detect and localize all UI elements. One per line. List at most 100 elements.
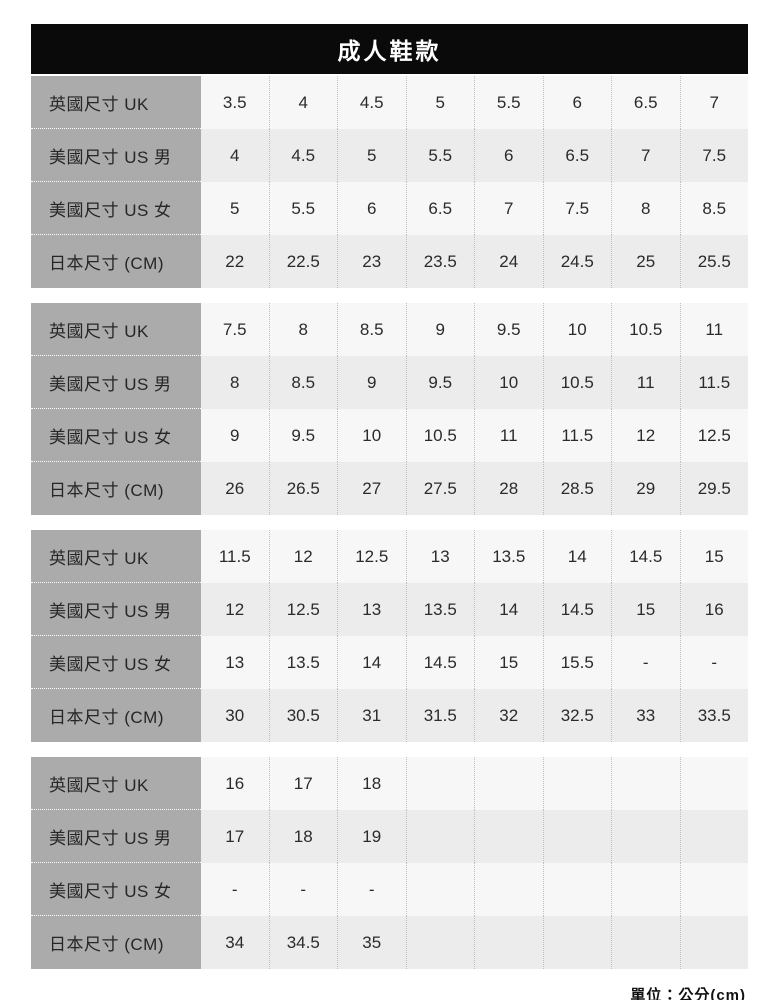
size-cell: 18 <box>337 757 406 810</box>
size-cell: 6.5 <box>405 182 474 235</box>
size-cell <box>611 916 680 969</box>
size-cell: 7.5 <box>201 303 269 356</box>
size-cell: 5.5 <box>474 76 543 129</box>
size-cell: 7.5 <box>542 182 611 235</box>
size-cell: - <box>337 863 406 916</box>
size-cell: 9 <box>405 303 474 356</box>
size-cell <box>474 863 543 916</box>
size-cell: 7 <box>679 76 748 129</box>
size-table-block-3: 英國尺寸 UK 11.5 12 12.5 13 13.5 14 14.5 15 美國尺寸 US 男… <box>31 530 748 742</box>
size-cell: 35 <box>337 916 406 969</box>
size-cell: 12.5 <box>337 530 406 583</box>
size-cell: 8.5 <box>679 182 748 235</box>
size-cell: 16 <box>679 583 748 636</box>
size-cell: 15 <box>611 583 680 636</box>
size-cell: 12 <box>201 583 269 636</box>
size-cell <box>542 916 611 969</box>
size-cell: 9 <box>337 356 406 409</box>
size-cell: 11 <box>679 303 748 356</box>
size-cell: 9.5 <box>405 356 474 409</box>
size-cell: 7.5 <box>679 129 748 182</box>
size-cell: 13 <box>201 636 269 689</box>
size-cell <box>474 916 543 969</box>
size-cell: 22.5 <box>268 235 337 288</box>
table-row-uk: 英國尺寸 UK 11.5 12 12.5 13 13.5 14 14.5 15 <box>31 530 748 583</box>
size-cell: - <box>268 863 337 916</box>
size-cell: 27 <box>337 462 406 515</box>
size-cell: 12.5 <box>268 583 337 636</box>
size-cell: 32 <box>474 689 543 742</box>
table-row-jp-cm: 日本尺寸 (CM) 34 34.5 35 <box>31 916 748 969</box>
size-cell: 9.5 <box>268 409 337 462</box>
size-cell: 5.5 <box>268 182 337 235</box>
size-cell <box>405 757 474 810</box>
size-cell <box>611 810 680 863</box>
size-cell <box>679 810 748 863</box>
size-cell: 18 <box>268 810 337 863</box>
row-label-us-men: 美國尺寸 US 男 <box>31 129 201 182</box>
size-cell: 34.5 <box>268 916 337 969</box>
size-cell: 11 <box>474 409 543 462</box>
size-cell: 17 <box>268 757 337 810</box>
size-cell <box>405 916 474 969</box>
table-row-us-men: 美國尺寸 US 男 4 4.5 5 5.5 6 6.5 7 7.5 <box>31 129 748 182</box>
size-cell: 8.5 <box>268 356 337 409</box>
size-cell: 13 <box>405 530 474 583</box>
size-table-block-1: 英國尺寸 UK 3.5 4 4.5 5 5.5 6 6.5 7 美國尺寸 US 男 4 4.5 5 5.5… <box>31 76 748 288</box>
size-cell: 19 <box>337 810 406 863</box>
size-cell: 10 <box>542 303 611 356</box>
size-cell: 25 <box>611 235 680 288</box>
table-row-us-women: 美國尺寸 US 女 13 13.5 14 14.5 15 15.5- - <box>31 636 748 689</box>
table-row-us-men: 美國尺寸 US 男 12 12.5 13 13.5 14 14.5 15 16 <box>31 583 748 636</box>
size-cell: 17 <box>201 810 269 863</box>
size-cell: 10.5 <box>611 303 680 356</box>
size-cell: 12 <box>611 409 680 462</box>
size-cell: 16 <box>201 757 269 810</box>
row-label-us-women: 美國尺寸 US 女 <box>31 409 201 462</box>
row-label-uk: 英國尺寸 UK <box>31 757 201 810</box>
size-cell: 13.5 <box>268 636 337 689</box>
size-cell: 13.5 <box>474 530 543 583</box>
size-cell: 29.5 <box>679 462 748 515</box>
size-cell: 6 <box>337 182 406 235</box>
size-table-block-2: 英國尺寸 UK 7.5 8 8.5 9 9.5 10 10.5 11 美國尺寸 US 男 8 8.5 9… <box>31 303 748 515</box>
size-cell: 8 <box>611 182 680 235</box>
table-row-jp-cm: 日本尺寸 (CM) 26 26.5 27 27.5 28 28.5 29 29.5 <box>31 462 748 515</box>
row-label-jp-cm: 日本尺寸 (CM) <box>31 462 201 515</box>
table-row-jp-cm: 日本尺寸 (CM) 22 22.5 23 23.5 24 24.5 25 25.5 <box>31 235 748 288</box>
size-cell: 9.5 <box>474 303 543 356</box>
row-label-us-women: 美國尺寸 US 女 <box>31 182 201 235</box>
size-cell: 15 <box>679 530 748 583</box>
size-cell: 8 <box>201 356 269 409</box>
row-label-us-women: 美國尺寸 US 女 <box>31 636 201 689</box>
size-table-block-4: 英國尺寸 UK 16 17 18 美國尺寸 US 男 17 18 19 美國尺寸 US 女---… <box>31 757 748 969</box>
size-cell: 8 <box>268 303 337 356</box>
size-cell: 14 <box>337 636 406 689</box>
size-cell: 11.5 <box>679 356 748 409</box>
row-label-uk: 英國尺寸 UK <box>31 530 201 583</box>
size-cell: 14 <box>542 530 611 583</box>
table-row-uk: 英國尺寸 UK 16 17 18 <box>31 757 748 810</box>
row-label-uk: 英國尺寸 UK <box>31 303 201 356</box>
size-cell: 29 <box>611 462 680 515</box>
size-cell: 12.5 <box>679 409 748 462</box>
unit-note: 單位：公分(cm) <box>630 987 746 1000</box>
size-cell: 4.5 <box>337 76 406 129</box>
row-label-us-women: 美國尺寸 US 女 <box>31 863 201 916</box>
size-cell: 8.5 <box>337 303 406 356</box>
row-label-jp-cm: 日本尺寸 (CM) <box>31 916 201 969</box>
size-cell: - <box>611 636 680 689</box>
size-cell <box>542 757 611 810</box>
size-cell: 6.5 <box>611 76 680 129</box>
size-cell: 10 <box>337 409 406 462</box>
size-cell: 7 <box>611 129 680 182</box>
table-row-uk: 英國尺寸 UK 7.5 8 8.5 9 9.5 10 10.5 11 <box>31 303 748 356</box>
size-cell: 10.5 <box>405 409 474 462</box>
size-cell: 31.5 <box>405 689 474 742</box>
table-row-uk: 英國尺寸 UK 3.5 4 4.5 5 5.5 6 6.5 7 <box>31 76 748 129</box>
row-label-us-men: 美國尺寸 US 男 <box>31 356 201 409</box>
size-cell: 10 <box>474 356 543 409</box>
size-cell <box>679 757 748 810</box>
size-cell <box>679 916 748 969</box>
